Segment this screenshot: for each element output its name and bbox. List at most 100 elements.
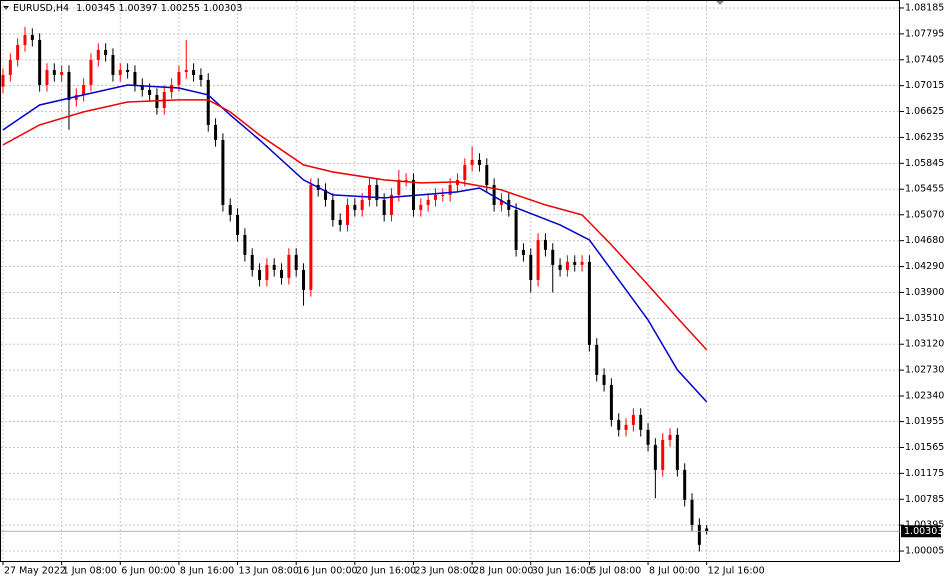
candle-body — [573, 261, 577, 265]
candle-body — [595, 344, 599, 375]
x-tick-label: 28 Jun 00:00 — [473, 566, 533, 577]
price-label: 1.00303 — [904, 526, 943, 537]
moving-average — [2, 84, 708, 403]
x-tick-label: 13 Jun 08:00 — [239, 566, 299, 577]
candle-body — [529, 254, 533, 280]
price-label-bg — [901, 525, 941, 538]
candle-body — [184, 69, 188, 72]
y-tick-label: 1.04290 — [905, 261, 944, 272]
candle-body — [1, 74, 5, 87]
y-tick-label: 1.00395 — [905, 520, 944, 531]
candle-body — [280, 269, 284, 278]
candle-body — [214, 124, 218, 140]
y-tick-label: 1.02340 — [905, 391, 944, 402]
candle-body — [683, 469, 687, 500]
candle-body — [82, 84, 86, 95]
y-tick-label: 1.03900 — [905, 287, 944, 298]
candle-body — [38, 39, 42, 85]
candle-body — [60, 71, 64, 75]
y-tick-label: 1.01565 — [905, 442, 944, 453]
x-tick-label: 8 Jun 16:00 — [180, 566, 234, 577]
candle-body — [624, 424, 628, 430]
candle-body — [353, 204, 357, 210]
candle-body — [609, 384, 613, 420]
candle-body — [228, 204, 232, 215]
candle-body — [485, 164, 489, 185]
x-tick-label: 5 Jul 08:00 — [590, 566, 641, 577]
candle-body — [558, 264, 562, 270]
candle-body — [668, 434, 672, 440]
y-tick-label: 1.00785 — [905, 494, 944, 505]
candle-body — [631, 414, 635, 425]
candle-body — [272, 264, 276, 270]
candle-body — [177, 71, 181, 85]
candle-body — [140, 84, 144, 90]
candle-body — [441, 194, 445, 196]
candle-body — [521, 249, 525, 255]
y-tick-label: 1.07015 — [905, 80, 944, 91]
candle-body — [16, 44, 20, 60]
y-tick-label: 1.07795 — [905, 28, 944, 39]
candle-body — [551, 249, 555, 265]
candle-body — [675, 434, 679, 470]
candle-body — [236, 214, 240, 235]
chart-header: EURUSD,H4 1.00345 1.00397 1.00255 1.0030… — [13, 3, 242, 14]
candle-body — [111, 54, 115, 75]
header-close: 1.00303 — [203, 3, 242, 14]
candle-body — [133, 71, 137, 85]
candle-body — [448, 184, 452, 195]
candle-body — [499, 199, 503, 205]
candle-body — [243, 234, 247, 255]
header-open: 1.00345 — [76, 3, 115, 14]
candle-body — [45, 69, 49, 85]
candle-body — [639, 414, 643, 430]
y-tick-label: 1.05845 — [905, 158, 944, 169]
candle-body — [470, 159, 474, 165]
x-tick-label: 16 Jun 00:00 — [297, 566, 357, 577]
y-tick-label: 1.01175 — [905, 468, 944, 479]
candle-body — [265, 264, 269, 280]
candle-body — [52, 69, 56, 75]
candle-body — [602, 374, 606, 385]
candle-body — [126, 69, 130, 72]
y-tick-label: 1.01955 — [905, 416, 944, 427]
y-tick-label: 1.03120 — [905, 339, 944, 350]
candle-body — [565, 261, 569, 270]
y-tick-label: 1.00005 — [905, 546, 944, 557]
x-tick-label: 8 Jul 00:00 — [649, 566, 700, 577]
candle-body — [477, 159, 481, 165]
y-tick-label: 1.06235 — [905, 132, 944, 143]
candle-body — [463, 164, 467, 180]
candle-body — [23, 34, 27, 45]
moving-average — [2, 99, 708, 351]
candle-body — [536, 239, 540, 280]
candle-body — [492, 184, 496, 205]
candle-body — [199, 74, 203, 80]
candle-body — [30, 34, 34, 40]
x-tick-label: 27 May 2022 — [4, 566, 66, 577]
candle-body — [404, 179, 408, 181]
x-tick-label: 30 Jun 16:00 — [532, 566, 592, 577]
candle-body — [104, 49, 108, 55]
candle-body — [309, 184, 313, 290]
y-tick-label: 1.07405 — [905, 54, 944, 65]
candle-body — [206, 79, 210, 125]
header-low: 1.00255 — [161, 3, 200, 14]
x-tick-label: 20 Jun 16:00 — [356, 566, 416, 577]
x-tick-label: 1 Jun 08:00 — [63, 566, 117, 577]
candle-body — [382, 199, 386, 215]
shift-marker — [716, 1, 724, 5]
candle-body — [331, 199, 335, 220]
y-tick-label: 1.05455 — [905, 184, 944, 195]
y-tick-label: 1.06625 — [905, 106, 944, 117]
candle-body — [705, 528, 709, 532]
candle-body — [294, 254, 298, 270]
candle-body — [192, 69, 196, 75]
candle-body — [324, 189, 328, 200]
candle-body — [543, 239, 547, 250]
candle-body — [346, 204, 350, 225]
y-tick-label: 1.02730 — [905, 365, 944, 376]
candle-body — [118, 69, 122, 75]
candle-body — [89, 59, 93, 85]
